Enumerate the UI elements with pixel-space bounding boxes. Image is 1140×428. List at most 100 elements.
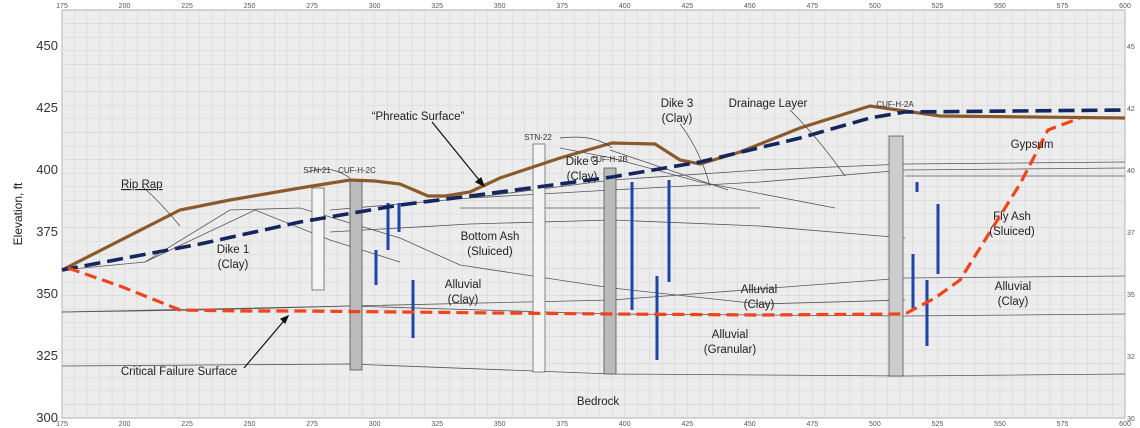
boring-logs: [311, 135, 904, 377]
right-ticks: 45 42 40 37 35 32 30: [1127, 44, 1135, 423]
right-tick-label: 40: [1127, 168, 1135, 175]
dike3-inner-2: [609, 149, 729, 191]
label-alluvial-clay-right-b: (Clay): [998, 296, 1029, 308]
boring-label-cufh2a: CUF-H-2A: [876, 100, 914, 109]
right-tick-label: 32: [1127, 354, 1135, 361]
label-dike3-top-b: (Clay): [662, 113, 693, 125]
label-phreatic-surface: “Phreatic Surface”: [372, 111, 465, 123]
x-tick-label: 200: [119, 421, 131, 428]
critical-failure-line: [67, 116, 1081, 317]
x-tick-label: 550: [994, 3, 1006, 10]
phreatic-surface-line: [61, 108, 1126, 272]
label-dike3-b: (Clay): [567, 171, 598, 183]
label-alluvial-clay-left-b: (Clay): [448, 294, 479, 306]
right-tick-label: 37: [1127, 230, 1135, 237]
y-tick-label: 300: [36, 410, 58, 425]
y-tick-label: 425: [36, 100, 58, 115]
label-alluvial-granular-a: Alluvial: [712, 329, 748, 341]
boring-label-cufh2c: CUF-H-2C: [338, 166, 376, 175]
stn21-leader: [307, 168, 351, 179]
x-tick-label: 175: [56, 3, 68, 10]
boring-cufh2c: [349, 179, 363, 371]
x-tick-label: 200: [119, 3, 131, 10]
boring-label-stn21: STN-21: [303, 166, 331, 175]
right-tick-label: 35: [1127, 292, 1135, 299]
leader-lines: [141, 109, 846, 227]
label-alluvial-clay-right-a: Alluvial: [995, 281, 1031, 293]
y-tick-label: 450: [36, 38, 58, 53]
x-tick-label: 475: [807, 421, 819, 428]
y-tick-label: 325: [36, 348, 58, 363]
boring-stn22: [532, 143, 546, 373]
x-tick-label: 550: [994, 421, 1006, 428]
label-drainage-layer: Drainage Layer: [729, 98, 808, 110]
x-tick-label: 400: [619, 3, 631, 10]
x-tick-label: 450: [744, 3, 756, 10]
x-tick-label: 525: [932, 3, 944, 10]
boring-labels: STN-21 CUF-H-2C STN-22 CUF-H-2B CUF-H-2A: [303, 100, 914, 175]
x-tick-label: 250: [244, 421, 256, 428]
x-tick-label: 225: [181, 421, 193, 428]
x-tick-label: 175: [56, 421, 68, 428]
critical-arrow: [243, 315, 289, 369]
x-tick-label: 375: [556, 3, 568, 10]
x-tick-label: 350: [494, 421, 506, 428]
x-tick-label: 600: [1119, 3, 1131, 10]
layer-labels: Rip Rap Dike 1 (Clay) Bottom Ash (Sluice…: [121, 98, 1054, 408]
label-bottom-ash-a: Bottom Ash: [461, 231, 520, 243]
label-alluvial-clay-left-a: Alluvial: [445, 279, 481, 291]
boring-stn21: [311, 187, 325, 291]
phreatic-arrowhead: [474, 177, 486, 188]
x-tick-label: 575: [1057, 3, 1069, 10]
drainage-leader: [789, 109, 846, 177]
critical-arrowhead: [279, 314, 290, 325]
x-tick-label: 425: [681, 3, 693, 10]
x-tick-label: 300: [369, 421, 381, 428]
label-rip-rap: Rip Rap: [121, 179, 163, 191]
label-alluvial-clay-mid-b: (Clay): [744, 299, 775, 311]
right-tick-label: 45: [1127, 44, 1135, 51]
boring-cufh2b: [603, 167, 617, 375]
boring-label-stn22: STN-22: [524, 133, 552, 142]
annotation-arrows: [243, 121, 486, 369]
y-axis-title: Elevation, ft: [11, 182, 25, 245]
x-tick-label: 375: [556, 421, 568, 428]
x-tick-label: 300: [369, 3, 381, 10]
label-bedrock: Bedrock: [577, 396, 619, 408]
label-bottom-ash-b: (Sluiced): [467, 246, 513, 258]
dike1-boundary: [61, 207, 906, 305]
label-fly-ash-a: Fly Ash: [993, 211, 1031, 223]
x-tick-label: 400: [619, 421, 631, 428]
label-dike3-a: Dike 3: [566, 156, 599, 168]
x-tick-label: 525: [932, 421, 944, 428]
riprap-leader: [141, 185, 181, 227]
x-tick-label: 475: [807, 3, 819, 10]
phreatic-arrow: [431, 121, 485, 187]
x-tick-label: 600: [1119, 421, 1131, 428]
label-critical-failure-surface: Critical Failure Surface: [121, 366, 237, 378]
dike3-leader: [679, 123, 711, 187]
label-alluvial-clay-mid-a: Alluvial: [741, 284, 777, 296]
right-tick-label: 30: [1127, 416, 1135, 423]
stn22-leader: [559, 136, 613, 149]
x-tick-label: 275: [306, 3, 318, 10]
boring-label-cufh2b: CUF-H-2B: [590, 155, 627, 164]
x-tick-label: 575: [1057, 421, 1069, 428]
x-tick-label: 225: [181, 3, 193, 10]
x-tick-label: 275: [306, 421, 318, 428]
x-tick-label: 425: [681, 421, 693, 428]
y-tick-label: 400: [36, 162, 58, 177]
piezometers: [374, 180, 940, 360]
x-tick-label: 325: [431, 421, 443, 428]
label-dike1-a: Dike 1: [217, 244, 250, 256]
grid: [61, 9, 1126, 419]
label-dike3-top-a: Dike 3: [661, 98, 694, 110]
label-gypsum: Gypsum: [1011, 139, 1054, 151]
ground-surface: [61, 104, 1126, 272]
x-ticks-top: 175 200 225 250 275 300 325 350 375 400 425 450 475 5…: [56, 3, 1131, 10]
x-ticks-bottom: 175 200 225 250 275 300 325 350 375 400 425 450 475 5…: [56, 421, 1131, 428]
x-tick-label: 250: [244, 3, 256, 10]
y-tick-label: 375: [36, 224, 58, 239]
